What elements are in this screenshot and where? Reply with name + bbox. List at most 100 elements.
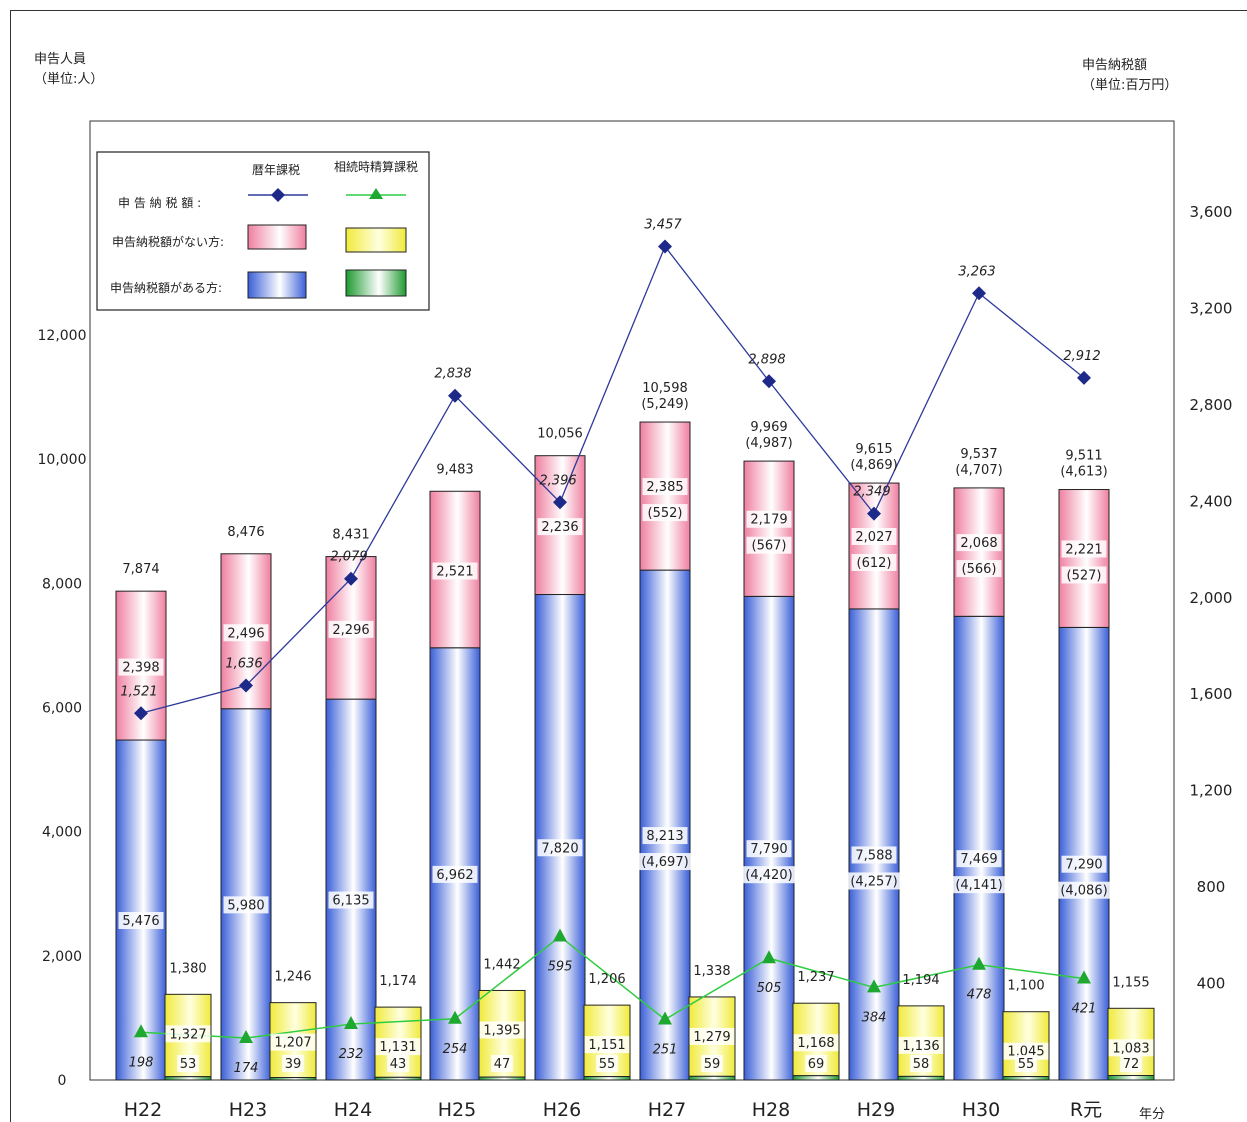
y-tick-left-label: 12,000 <box>38 328 87 344</box>
y-tick-left-label: 10,000 <box>38 452 87 468</box>
label-seisan-with-tax: 39 <box>285 1057 302 1072</box>
label-seisan-with-tax-bg <box>387 1055 409 1072</box>
label-seisan-total: 1,174 <box>379 974 416 989</box>
labels-layer: 5,476 2,398 7,874 1,380 1,327 53 5,980 2,496 8,4… <box>118 217 1154 1076</box>
label-seisan-no-tax: 1,395 <box>483 1023 520 1038</box>
tax-line-seisan <box>140 935 1085 1039</box>
label-seisan-no-tax-bg <box>1108 1039 1154 1057</box>
tax-reki-point <box>448 388 462 403</box>
tax-seisan-point <box>762 950 776 964</box>
label-tax-reki: 2,396 <box>539 473 576 488</box>
tax-seisan-point <box>553 928 567 942</box>
label-seisan-no-tax: 1,207 <box>274 1036 311 1051</box>
label-reki-with-tax-bg <box>537 839 583 857</box>
label-reki-no-tax: 2,068 <box>960 536 997 551</box>
label-seisan-with-tax: 53 <box>180 1057 197 1072</box>
label-reki-no-tax-bg <box>642 478 688 496</box>
label-reki-no-tax: 2,221 <box>1065 542 1102 557</box>
y-tick-left-label: 8,000 <box>42 576 82 592</box>
tax-reki-point <box>239 678 253 693</box>
bar-reki-with-tax <box>848 608 900 1081</box>
label-reki-total: 9,511 <box>1065 449 1102 464</box>
label-reki-no-tax-paren: (612) <box>857 556 892 571</box>
label-reki-no-tax-bg <box>956 534 1002 552</box>
bar-reki-with-tax <box>534 594 586 1081</box>
label-seisan-with-tax: 43 <box>390 1057 407 1072</box>
label-reki-with-tax: 5,980 <box>227 898 264 913</box>
label-seisan-no-tax: 1,168 <box>797 1036 834 1051</box>
x-tick-label: H23 <box>229 1099 267 1121</box>
label-reki-with-tax: 5,476 <box>122 914 159 929</box>
y-tick-right-label: 1,600 <box>1190 685 1233 703</box>
tax-reki-point <box>762 374 776 389</box>
tax-reki-point <box>553 495 567 510</box>
label-tax-reki: 3,263 <box>958 264 995 279</box>
label-reki-with-tax-bg <box>223 896 269 914</box>
label-reki-no-tax-paren: (527) <box>1067 568 1102 583</box>
label-reki-no-tax-paren: (566) <box>962 562 997 577</box>
label-reki-with-tax: 7,820 <box>541 841 578 856</box>
label-reki-with-tax-paren-bg <box>843 872 905 890</box>
legend-header-seisan: 相続時精算課税 <box>334 159 418 174</box>
label-seisan-no-tax-bg <box>793 1034 839 1052</box>
y-tick-left-label: 4,000 <box>42 825 82 841</box>
bar-seisan-with-tax <box>792 1075 840 1081</box>
x-tick-label: H30 <box>962 1099 1000 1121</box>
y-tick-right-label: 2,800 <box>1190 396 1233 414</box>
label-tax-seisan: 595 <box>548 960 573 975</box>
label-seisan-with-tax-bg <box>805 1055 827 1072</box>
label-reki-with-tax-paren-bg <box>738 866 800 884</box>
bar-reki-with-tax <box>743 595 795 1081</box>
bar-reki-with-tax <box>953 615 1005 1081</box>
label-seisan-no-tax: 1,083 <box>1112 1041 1149 1056</box>
label-reki-no-tax: 2,398 <box>122 661 159 676</box>
bar-seisan-with-tax <box>583 1076 631 1081</box>
bar-seisan-with-tax <box>1002 1076 1050 1081</box>
label-seisan-total: 1,442 <box>483 957 520 972</box>
label-tax-reki: 2,349 <box>853 485 890 500</box>
label-tax-reki: 1,636 <box>225 657 262 672</box>
left-axis-title: 申告人員 （単位:人） <box>34 50 103 90</box>
label-reki-with-tax: 7,290 <box>1065 858 1102 873</box>
label-reki-with-tax: 7,588 <box>855 848 892 863</box>
axes-layer: 0 2,000 4,000 6,000 8,000 10,000 12,000 400 800 1… <box>38 203 1233 1122</box>
label-reki-with-tax-bg <box>851 846 897 864</box>
label-reki-with-tax-bg <box>1061 855 1107 873</box>
label-tax-reki: 2,079 <box>330 550 367 565</box>
bar-reki-with-tax <box>220 708 272 1081</box>
bar-reki-with-tax <box>429 647 481 1081</box>
tax-line-reki <box>140 245 1085 714</box>
legend-row-no-tax: 申告納税額がない方: <box>112 234 224 249</box>
label-reki-no-tax-paren-bg <box>642 504 688 522</box>
bar-seisan-with-tax <box>478 1076 526 1081</box>
tax-seisan-point <box>658 1011 672 1025</box>
label-tax-seisan: 505 <box>757 981 782 996</box>
label-reki-no-tax-bg <box>223 624 269 642</box>
left-axis-title-text: 申告人員 <box>34 52 87 67</box>
label-tax-seisan: 254 <box>443 1042 468 1057</box>
label-seisan-total: 1,246 <box>274 970 311 985</box>
right-axis-title-text: 申告納税額 <box>1082 58 1148 73</box>
label-reki-no-tax-paren-bg <box>746 536 792 554</box>
label-reki-no-tax-paren-bg <box>851 553 897 571</box>
label-seisan-total: 1,194 <box>902 973 939 988</box>
label-seisan-total: 1,237 <box>797 970 834 985</box>
x-axis-suffix: 年分 <box>1139 1107 1165 1122</box>
x-tick-label: H27 <box>648 1099 686 1121</box>
label-reki-with-tax-paren-bg <box>948 876 1010 894</box>
label-seisan-total: 1,338 <box>693 964 730 979</box>
label-tax-seisan: 421 <box>1072 1001 1097 1016</box>
label-reki-no-tax: 2,496 <box>227 626 264 641</box>
label-reki-no-tax: 2,179 <box>750 513 787 528</box>
label-seisan-no-tax-bg <box>479 1021 525 1039</box>
label-seisan-no-tax: 1,327 <box>169 1027 206 1042</box>
label-seisan-total: 1,100 <box>1007 979 1044 994</box>
label-seisan-with-tax-bg <box>491 1055 513 1072</box>
x-tick-label: H24 <box>334 1099 372 1121</box>
label-reki-total-paren: (4,707) <box>955 463 1002 478</box>
label-seisan-with-tax: 59 <box>704 1057 721 1072</box>
label-reki-with-tax-bg <box>328 891 374 909</box>
label-reki-no-tax-paren: (567) <box>752 539 787 554</box>
label-reki-total: 10,056 <box>537 427 583 442</box>
label-seisan-total: 1,206 <box>588 972 625 987</box>
